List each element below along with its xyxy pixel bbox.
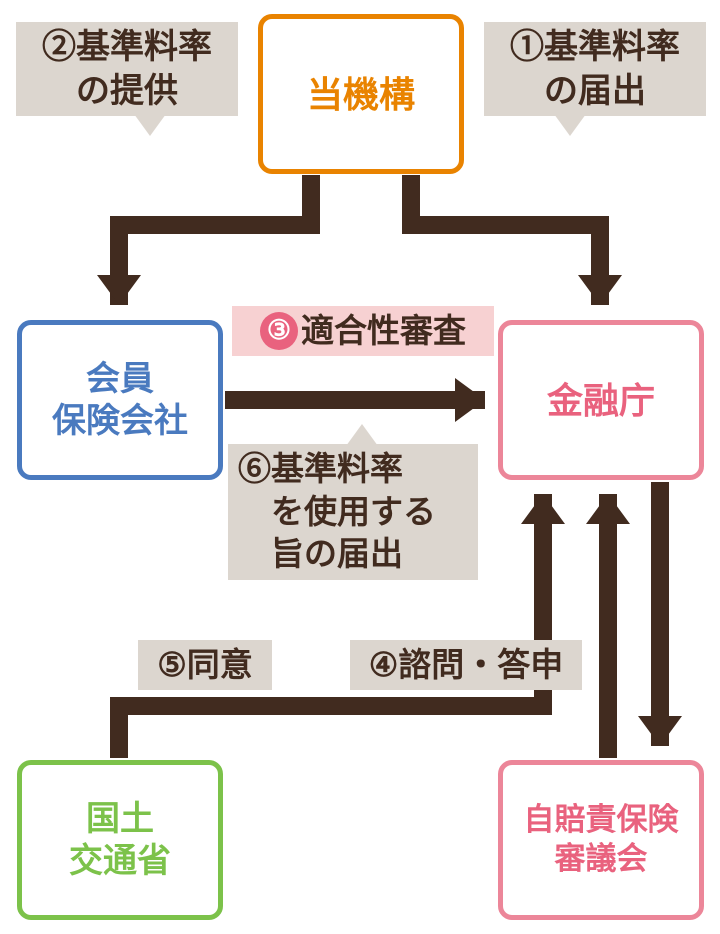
node-council: 自賠責保険審議会 — [498, 760, 704, 920]
label-l6: ⑥基準料率 を使用する 旨の届出 — [228, 444, 478, 580]
node-mlit: 国土交通省 — [17, 760, 223, 920]
label-l2: ②基準料率の提供 — [16, 22, 238, 116]
label-l4: ④諮問・答申 — [350, 640, 582, 690]
diagram-canvas: 当機構会員保険会社 金融庁国土交通省 自賠責保険審議会 ①基準料率の届出 ②基準料率の提… — [0, 0, 720, 934]
label-l5: ⑤同意 — [138, 640, 272, 690]
node-member: 会員保険会社 — [17, 320, 223, 480]
label-l1: ①基準料率の届出 — [484, 22, 706, 116]
node-fsa: 金融庁 — [498, 320, 704, 480]
label-l3: ③適合性審査 — [232, 306, 494, 356]
node-org: 当機構 — [258, 14, 464, 174]
